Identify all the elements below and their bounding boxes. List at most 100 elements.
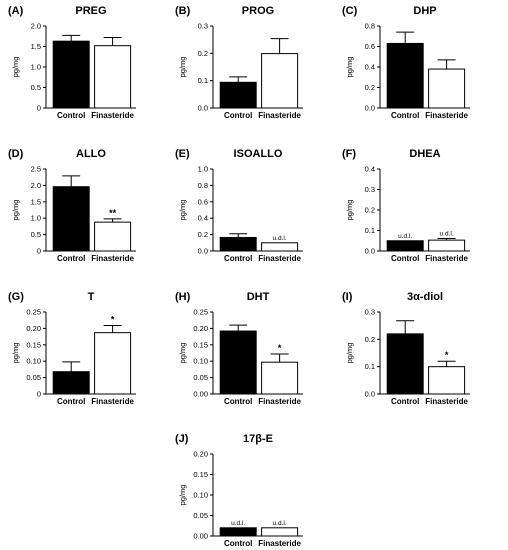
bar-finasteride: [261, 53, 299, 109]
y-tick-label: 0.00: [193, 532, 208, 541]
bar-finasteride: [428, 239, 466, 252]
y-tick-label: 0.05: [26, 373, 41, 382]
y-tick-label: 0.20: [193, 450, 208, 459]
y-tick-label: 0.20: [26, 324, 41, 333]
x-category-label: Finasteride: [425, 254, 468, 263]
x-category-label: Control: [391, 111, 419, 120]
y-tick-label: 0.0: [198, 104, 208, 113]
y-axis-label: pg/mg: [345, 343, 354, 364]
y-axis-label: pg/mg: [11, 57, 20, 78]
bar-control: [52, 40, 90, 109]
bar-control: [219, 527, 257, 537]
significance-marker: **: [109, 208, 117, 218]
bar-control: [219, 330, 257, 395]
y-tick-label: 1.0: [31, 214, 41, 223]
panel-title: ALLO: [76, 148, 106, 160]
y-tick-label: 0.4: [198, 214, 208, 223]
y-axis-label: pg/mg: [11, 343, 20, 364]
panel-j: (J) 17β-E pg/mg 0.00 0.05 0.10 0.15 0.20 u.d.l. C…: [175, 433, 303, 548]
y-tick-label: 0.8: [198, 181, 208, 190]
y-tick-label: 2.0: [31, 22, 41, 31]
panel-title: DHT: [247, 291, 270, 303]
panel-title: 17β-E: [243, 433, 273, 445]
y-tick-label: 0.00: [193, 390, 208, 399]
bar-control: [386, 240, 424, 252]
panel-h: (H) DHT pg/mg 0.00 0.05 0.10 0.15 0.20 0.25 Contr…: [175, 291, 303, 406]
y-axis-label: pg/mg: [345, 57, 354, 78]
y-tick-label: 0.2: [365, 83, 375, 92]
significance-marker: *: [111, 314, 115, 324]
y-tick-label: 1.0: [198, 165, 208, 174]
x-category-label: Finasteride: [425, 111, 468, 120]
y-axis-label: pg/mg: [11, 200, 20, 221]
y-axis-label: pg/mg: [178, 200, 187, 221]
y-tick-label: 0.1: [198, 76, 208, 85]
bar-finasteride: [94, 332, 132, 395]
x-category-label: Control: [224, 111, 252, 120]
x-category-label: Control: [224, 539, 252, 548]
y-tick-label: 0.3: [365, 185, 375, 194]
y-tick-label: 0.10: [26, 357, 41, 366]
bar-control: [219, 81, 257, 109]
y-axis-label: pg/mg: [178, 343, 187, 364]
y-tick-label: 0: [37, 247, 41, 256]
panel-g: (G) Tpg/mg 0 0.05 0.10 0.15 0.20 0.25 Control * Fi…: [8, 291, 136, 406]
panel-label: (D): [8, 148, 24, 160]
udl-annotation: u.d.l.: [231, 520, 245, 527]
bar-finasteride: [261, 361, 299, 395]
significance-marker: *: [445, 350, 449, 360]
y-tick-label: 0.8: [365, 22, 375, 31]
panel-title: PROG: [242, 5, 274, 17]
y-tick-label: 0.10: [193, 357, 208, 366]
panel-label: (E): [175, 148, 190, 160]
y-tick-label: 2.5: [31, 165, 41, 174]
y-tick-label: 0.15: [193, 340, 208, 349]
y-tick-label: 0.05: [193, 511, 208, 520]
y-tick-label: 1.5: [31, 42, 41, 51]
y-tick-label: 1.0: [31, 63, 41, 72]
x-category-label: Finasteride: [258, 539, 301, 548]
panel-label: (A): [8, 5, 24, 17]
x-category-label: Finasteride: [91, 111, 134, 120]
y-tick-label: 2.0: [31, 181, 41, 190]
y-tick-label: 0.3: [198, 22, 208, 31]
y-tick-label: 0.25: [26, 308, 41, 317]
y-tick-label: 0.4: [365, 165, 375, 174]
bar-control: [386, 42, 424, 109]
x-category-label: Finasteride: [258, 397, 301, 406]
y-tick-label: 0: [37, 104, 41, 113]
panel-title: PREG: [75, 5, 106, 17]
y-axis-label: pg/mg: [345, 200, 354, 221]
panel-a: (A) PREG pg/mg 0 0.5 1.0 1.5 2.0 Control Finaster…: [8, 5, 136, 120]
panel-c: (C) DHP pg/mg 0.0 0.2 0.4 0.6 0.8 Control Finaste…: [342, 5, 470, 120]
bar-control: [52, 371, 90, 395]
y-tick-label: 0.2: [365, 335, 375, 344]
panel-title: DHP: [413, 5, 436, 17]
x-category-label: Control: [57, 111, 85, 120]
y-tick-label: 0.1: [365, 226, 375, 235]
udl-annotation: u.d.l.: [440, 230, 454, 237]
y-tick-label: 0.5: [31, 230, 41, 239]
bar-finasteride: [261, 527, 299, 537]
panel-e: (E) ISOALLO pg/mg 0.0 0.2 0.4 0.6 0.8 1.0 Control…: [175, 148, 303, 263]
x-category-label: Finasteride: [91, 254, 134, 263]
panel-label: (B): [175, 5, 191, 17]
y-tick-label: 0.05: [193, 373, 208, 382]
bar-finasteride: [428, 68, 466, 109]
y-tick-label: 0.1: [365, 362, 375, 371]
panel-label: (I): [342, 291, 353, 303]
y-tick-label: 0.4: [365, 63, 375, 72]
bar-finasteride: [261, 242, 299, 252]
y-tick-label: 0.15: [26, 340, 41, 349]
y-tick-label: 0.6: [198, 197, 208, 206]
y-tick-label: 0.6: [365, 42, 375, 51]
panel-title: DHEA: [409, 148, 440, 160]
y-tick-label: 0: [37, 390, 41, 399]
bar-finasteride: [428, 366, 466, 395]
y-tick-label: 0.25: [193, 308, 208, 317]
bar-finasteride: [94, 45, 132, 109]
udl-annotation: u.d.l.: [398, 233, 412, 240]
x-category-label: Control: [57, 254, 85, 263]
